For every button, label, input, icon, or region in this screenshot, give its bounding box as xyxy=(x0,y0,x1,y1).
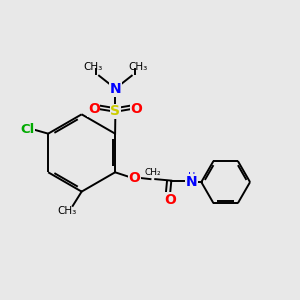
Text: CH₃: CH₃ xyxy=(83,62,103,72)
Text: S: S xyxy=(110,104,120,118)
Text: CH₃: CH₃ xyxy=(58,206,77,216)
Text: H: H xyxy=(188,172,196,182)
Text: N: N xyxy=(110,82,121,96)
Text: CH₃: CH₃ xyxy=(128,62,147,72)
Text: N: N xyxy=(186,175,197,189)
Text: Cl: Cl xyxy=(20,123,34,136)
Text: O: O xyxy=(164,193,176,207)
Text: O: O xyxy=(128,171,140,184)
Text: O: O xyxy=(130,102,142,116)
Text: CH₂: CH₂ xyxy=(145,168,161,177)
Text: O: O xyxy=(88,102,100,116)
